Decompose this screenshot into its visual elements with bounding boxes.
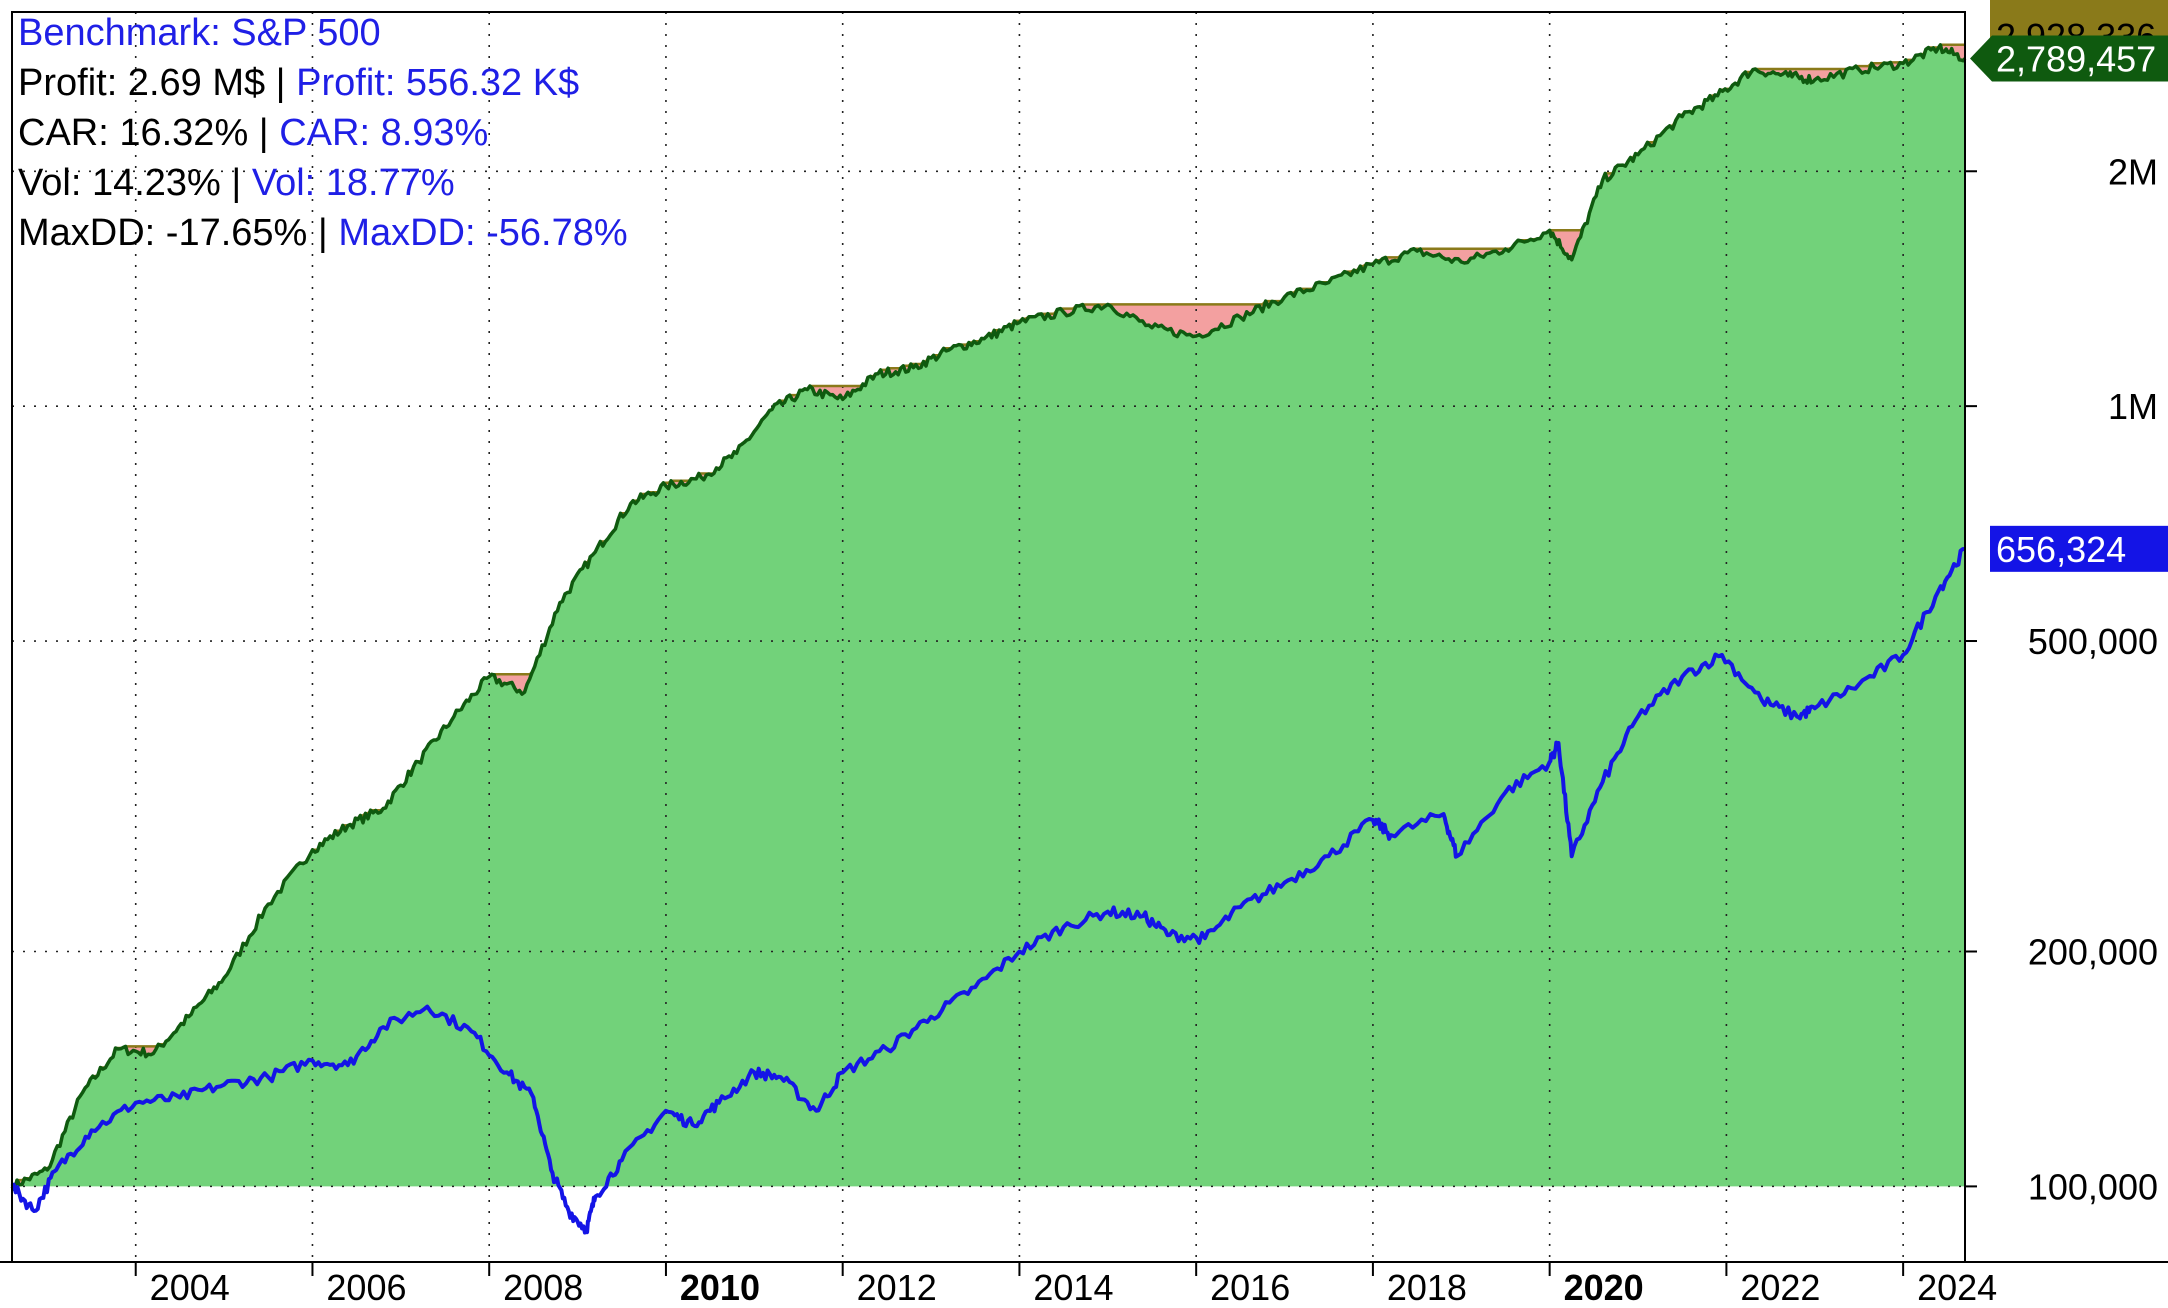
- benchmark-vol: Vol: 18.77%: [251, 162, 455, 204]
- stat-separator: |: [248, 112, 280, 154]
- benchmark-value-tag-group: 656,324: [1990, 525, 2168, 572]
- strategy-maxdd: MaxDD: -17.65%: [18, 212, 308, 254]
- stat-separator: |: [220, 162, 252, 204]
- y-tick-label: 1M: [2108, 386, 2158, 427]
- benchmark-line: [10, 546, 1966, 1235]
- benchmark-value-tag-box: [1990, 525, 2168, 572]
- stat-row-profit: Profit: 2.69 M$ | Profit: 556.32 K$: [18, 58, 628, 108]
- y-tick-label: 200,000: [2028, 932, 2158, 973]
- strategy-equity-area: [12, 44, 1965, 1190]
- x-tick-label: 2020: [1564, 1267, 1644, 1308]
- strategy-car: CAR: 16.32%: [18, 112, 249, 154]
- strategy-value-tag-group: 2,789,457: [1970, 35, 2168, 82]
- y-tick-label: 100,000: [2028, 1166, 2158, 1207]
- x-tick-label: 2010: [680, 1267, 760, 1308]
- benchmark-label: Benchmark: S&P 500: [18, 12, 381, 54]
- y-tick-label: 500,000: [2028, 621, 2158, 662]
- benchmark-car: CAR: 8.93%: [279, 112, 489, 154]
- strategy-vol: Vol: 14.23%: [18, 162, 221, 204]
- benchmark-maxdd: MaxDD: -56.78%: [338, 212, 628, 254]
- x-axis: 2004 2006 2008 2010 2012 2014 2016 2018 2020 2022…: [134, 1262, 1997, 1308]
- benchmark-value-tag-text: 656,324: [1996, 529, 2126, 570]
- stats-legend: Benchmark: S&P 500 Profit: 2.69 M$ | Pro…: [18, 8, 628, 258]
- x-tick-label: 2006: [326, 1267, 406, 1308]
- strategy-value-tag-text: 2,789,457: [1996, 39, 2156, 80]
- strategy-equity-line: [10, 43, 1967, 1192]
- stat-separator: |: [307, 212, 339, 254]
- x-tick-label: 2018: [1387, 1267, 1467, 1308]
- strategy-value-tag-box: [1970, 35, 2168, 82]
- y-axis: 100,000 200,000 500,000 1M 2M: [1965, 151, 2158, 1207]
- y-tick-label: 2M: [2108, 151, 2158, 192]
- x-tick-label: 2016: [1210, 1267, 1290, 1308]
- strategy-area-layer: [12, 44, 1965, 1190]
- stat-row-vol: Vol: 14.23% | Vol: 18.77%: [18, 158, 628, 208]
- x-tick-label: 2004: [150, 1267, 230, 1308]
- stat-separator: |: [265, 62, 297, 104]
- benchmark-profit: Profit: 556.32 K$: [296, 62, 580, 104]
- x-tick-label: 2024: [1917, 1267, 1997, 1308]
- stat-row-maxdd: MaxDD: -17.65% | MaxDD: -56.78%: [18, 208, 628, 258]
- x-tick-label: 2022: [1740, 1267, 1820, 1308]
- stat-row-car: CAR: 16.32% | CAR: 8.93%: [18, 108, 628, 158]
- plot-frame-layer: [0, 11, 2168, 1263]
- x-tick-label: 2014: [1033, 1267, 1113, 1308]
- series-lines-layer: [10, 43, 1967, 1235]
- x-tick-label: 2012: [857, 1267, 937, 1308]
- x-tick-label: 2008: [503, 1267, 583, 1308]
- strategy-profit: Profit: 2.69 M$: [18, 62, 266, 104]
